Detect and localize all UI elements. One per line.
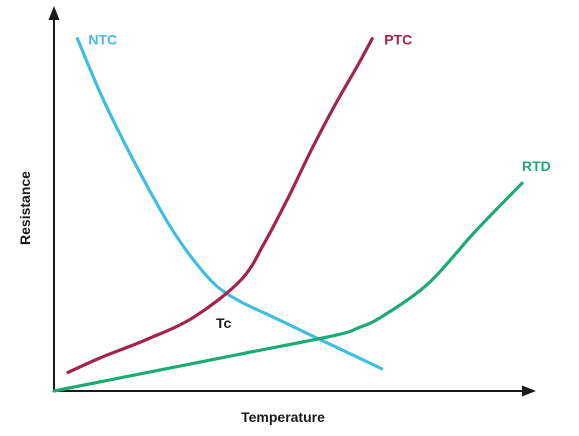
axes: [48, 6, 536, 397]
series-labels: NTC PTC RTD: [88, 32, 550, 175]
tc-annotation: Tc: [216, 315, 232, 331]
ntc-label: NTC: [88, 32, 117, 48]
x-axis-title: Temperature: [241, 409, 325, 425]
y-axis-arrowhead: [48, 6, 60, 20]
rtd-label: RTD: [522, 158, 551, 174]
ntc-curve: [75, 37, 384, 371]
ptc-curve: [66, 37, 374, 374]
x-axis-arrowhead: [522, 385, 536, 397]
rtd-curve: [52, 181, 524, 393]
series-group: [52, 37, 524, 393]
y-axis-title: Resistance: [17, 171, 33, 245]
ptc-label: PTC: [384, 32, 412, 48]
